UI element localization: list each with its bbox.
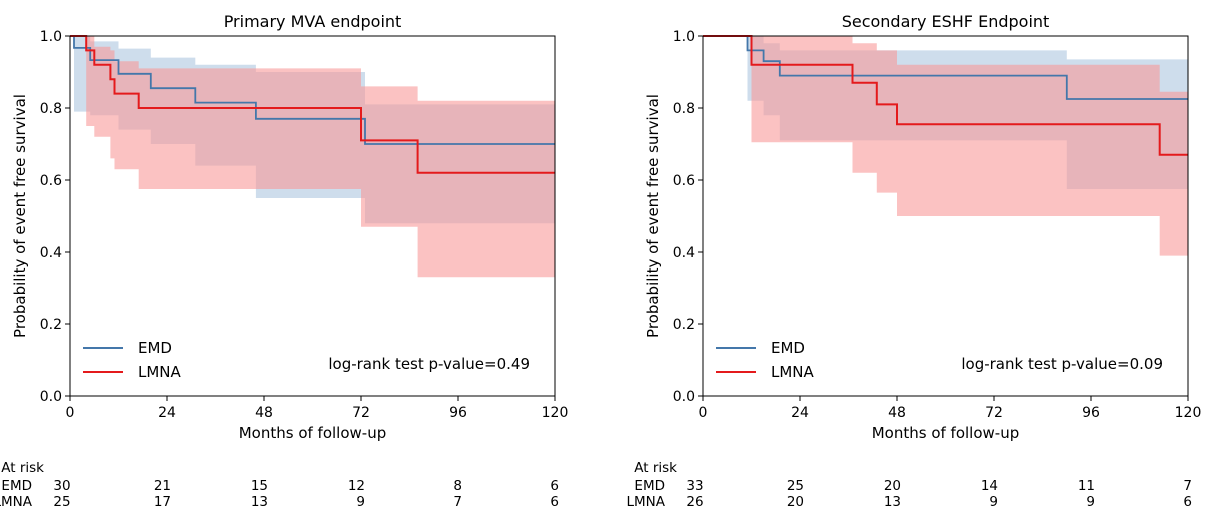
at-risk-row-label-lmna: LMNA [626,494,665,510]
logrank-annotation: log-rank test p-value=0.09 [961,355,1163,373]
y-tick-label: 0.2 [40,317,62,333]
at-risk-count: 26 [686,494,703,510]
plot-frame [69,35,556,397]
at-risk-count: 8 [453,478,462,494]
logrank-annotation: log-rank test p-value=0.49 [328,355,530,373]
legend-label-emd: EMD [771,339,805,357]
y-tick-label: 0.8 [673,101,695,117]
ci-band-lmna [70,36,555,278]
y-axis-label: Probability of event free survival [11,94,29,338]
at-risk-count: 20 [787,494,804,510]
x-tick-label: 72 [352,405,370,421]
at-risk-count: 6 [1183,494,1192,510]
x-tick-label: 24 [791,405,809,421]
at-risk-header: At risk [634,460,677,476]
at-risk-count: 6 [550,494,559,510]
y-tick-label: 0.2 [673,317,695,333]
at-risk-count: 9 [356,494,365,510]
x-tick-label: 0 [66,405,75,421]
x-tick-label: 24 [158,405,176,421]
at-risk-count: 20 [884,478,901,494]
at-risk-count: 21 [154,478,171,494]
x-axis-label: Months of follow-up [239,424,387,442]
y-tick-label: 1.0 [40,29,62,45]
survival-line-emd [70,35,555,145]
at-risk-count: 30 [53,478,70,494]
y-tick-label: 1.0 [673,29,695,45]
y-tick-label: 0.0 [40,389,62,405]
at-risk-count: 14 [981,478,998,494]
at-risk-count: 13 [884,494,901,510]
y-tick-label: 0.4 [673,245,695,261]
chart-title: Secondary ESHF Endpoint [842,12,1050,31]
x-tick-label: 120 [542,405,569,421]
x-tick-label: 96 [449,405,467,421]
x-tick-label: 120 [1175,405,1202,421]
legend-label-emd: EMD [138,339,172,357]
at-risk-count: 25 [53,494,70,510]
at-risk-count: 9 [989,494,998,510]
at-risk-count: 7 [1183,478,1192,494]
survival-line-lmna [70,35,555,174]
ci-band-lmna [703,36,1188,256]
chart-title: Primary MVA endpoint [224,12,402,31]
y-axis-label: Probability of event free survival [644,94,662,338]
x-tick-label: 96 [1082,405,1100,421]
at-risk-count: 17 [154,494,171,510]
at-risk-count: 33 [686,478,703,494]
at-risk-count: 25 [787,478,804,494]
y-tick-label: 0.6 [40,173,62,189]
at-risk-count: 7 [453,494,462,510]
y-tick-label: 0.6 [673,173,695,189]
plot-frame [702,35,1189,397]
y-tick-label: 0.0 [673,389,695,405]
x-tick-label: 72 [985,405,1003,421]
y-tick-label: 0.4 [40,245,62,261]
at-risk-header: At risk [1,460,44,476]
x-axis-label: Months of follow-up [872,424,1020,442]
at-risk-row-label-emd: EMD [1,478,32,494]
survival-line-emd [703,35,1188,100]
x-tick-label: 48 [255,405,273,421]
x-tick-label: 48 [888,405,906,421]
y-tick-label: 0.8 [40,101,62,117]
at-risk-count: 11 [1078,478,1095,494]
at-risk-count: 6 [550,478,559,494]
at-risk-count: 15 [251,478,268,494]
chart-panel-2: 0 24 48 72 96 1200.00.20.40.60.81.0Secondary … [626,12,1201,510]
survival-line-lmna [703,35,1188,156]
legend-label-lmna: LMNA [771,363,815,381]
at-risk-count: 12 [348,478,365,494]
at-risk-row-label-lmna: LMNA [0,494,33,510]
at-risk-count: 13 [251,494,268,510]
legend-label-lmna: LMNA [138,363,182,381]
at-risk-count: 9 [1086,494,1095,510]
x-tick-label: 0 [699,405,708,421]
at-risk-row-label-emd: EMD [634,478,665,494]
